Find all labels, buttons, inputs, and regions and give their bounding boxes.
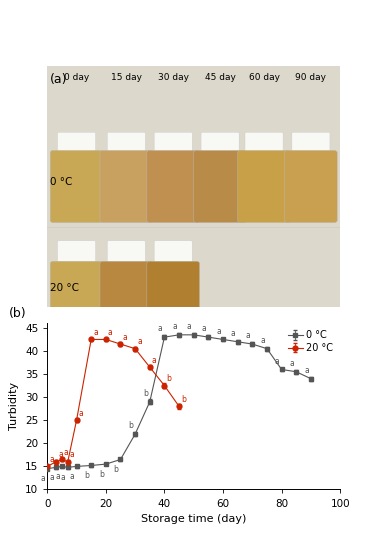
FancyBboxPatch shape (194, 150, 246, 223)
Text: a: a (201, 324, 206, 333)
Text: a: a (49, 473, 54, 482)
FancyBboxPatch shape (154, 241, 192, 267)
Text: 60 day: 60 day (248, 73, 280, 82)
Text: a: a (70, 450, 74, 459)
Text: a: a (152, 356, 156, 365)
FancyBboxPatch shape (147, 150, 200, 223)
Text: (a): (a) (50, 73, 68, 86)
FancyBboxPatch shape (50, 261, 103, 310)
Text: a: a (122, 333, 127, 342)
FancyBboxPatch shape (100, 261, 153, 310)
Text: a: a (158, 324, 163, 333)
Text: a: a (187, 322, 192, 331)
Text: a: a (246, 331, 250, 340)
FancyBboxPatch shape (107, 241, 146, 267)
Text: 0 °C: 0 °C (50, 177, 73, 186)
Text: 45 day: 45 day (204, 73, 235, 82)
Text: 20 °C: 20 °C (50, 283, 79, 293)
Legend: 0 °C, 20 °C: 0 °C, 20 °C (286, 328, 335, 355)
FancyBboxPatch shape (107, 133, 146, 159)
Text: a: a (137, 337, 142, 346)
Text: a: a (55, 472, 60, 481)
Text: a: a (231, 329, 235, 338)
FancyBboxPatch shape (50, 150, 103, 223)
FancyBboxPatch shape (100, 150, 153, 223)
FancyBboxPatch shape (147, 261, 200, 310)
Text: b: b (181, 395, 186, 404)
FancyBboxPatch shape (201, 133, 239, 159)
Text: a: a (58, 450, 63, 459)
Text: a: a (40, 474, 45, 483)
X-axis label: Storage time (day): Storage time (day) (141, 514, 246, 524)
Text: a: a (49, 455, 54, 464)
FancyBboxPatch shape (292, 133, 330, 159)
Text: 15 day: 15 day (111, 73, 142, 82)
Text: b: b (114, 465, 119, 474)
Text: a: a (275, 357, 280, 366)
Text: a: a (172, 322, 177, 331)
Text: b: b (99, 470, 104, 478)
Text: a: a (216, 327, 221, 336)
Text: a: a (93, 328, 98, 337)
FancyBboxPatch shape (57, 241, 96, 267)
Y-axis label: Turbidity: Turbidity (9, 382, 19, 431)
FancyBboxPatch shape (285, 150, 337, 223)
Text: 90 day: 90 day (295, 73, 327, 82)
Text: 30 day: 30 day (158, 73, 189, 82)
Text: a: a (70, 472, 74, 481)
Text: b: b (84, 471, 89, 480)
FancyBboxPatch shape (245, 133, 283, 159)
Text: a: a (290, 359, 294, 368)
FancyBboxPatch shape (238, 150, 290, 223)
FancyBboxPatch shape (154, 133, 192, 159)
Text: a: a (108, 328, 113, 337)
Text: 0 day: 0 day (64, 73, 89, 82)
Text: (b): (b) (9, 307, 27, 320)
Text: b: b (143, 389, 148, 398)
Text: a: a (79, 409, 83, 418)
Text: b: b (166, 375, 171, 383)
Text: a: a (260, 336, 265, 345)
Text: a: a (64, 448, 69, 457)
Text: b: b (128, 421, 133, 431)
Text: a: a (61, 473, 66, 482)
FancyBboxPatch shape (57, 133, 96, 159)
Text: a: a (304, 366, 309, 375)
